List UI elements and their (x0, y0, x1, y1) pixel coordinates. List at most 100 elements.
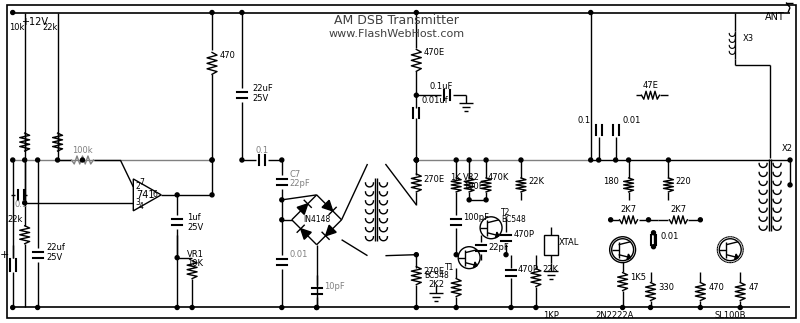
Circle shape (175, 256, 179, 260)
Circle shape (10, 11, 14, 15)
Text: C7: C7 (290, 171, 301, 180)
Circle shape (55, 158, 59, 162)
Text: 470: 470 (708, 283, 724, 292)
Circle shape (175, 306, 179, 309)
Text: 1KP: 1KP (543, 311, 558, 320)
Text: 22K: 22K (528, 177, 544, 186)
Text: 22pF: 22pF (290, 179, 310, 188)
Circle shape (210, 11, 214, 15)
Text: 25V: 25V (187, 223, 203, 232)
Circle shape (534, 306, 538, 309)
Circle shape (36, 306, 40, 309)
Text: 0.01uf: 0.01uf (422, 96, 448, 105)
Text: SL100B: SL100B (714, 311, 746, 320)
Text: 22pF: 22pF (488, 243, 509, 252)
Text: 2K7: 2K7 (621, 205, 637, 214)
Circle shape (509, 306, 513, 309)
Text: 0.01: 0.01 (622, 116, 641, 125)
Circle shape (788, 158, 792, 162)
Text: 22K: 22K (543, 265, 559, 274)
Circle shape (240, 11, 244, 15)
Text: 7: 7 (139, 178, 144, 187)
Circle shape (698, 218, 702, 222)
Text: 2: 2 (136, 182, 141, 192)
Text: ANT: ANT (765, 13, 785, 23)
Text: 6: 6 (153, 190, 158, 199)
Text: VR1: VR1 (187, 250, 204, 259)
Circle shape (626, 158, 630, 162)
Circle shape (190, 306, 194, 309)
Text: 741: 741 (136, 190, 154, 200)
Circle shape (467, 158, 471, 162)
Circle shape (175, 193, 179, 197)
Text: 2N2222A: 2N2222A (595, 311, 634, 320)
Text: 1K5: 1K5 (630, 273, 646, 282)
Circle shape (614, 158, 618, 162)
Circle shape (646, 218, 650, 222)
Text: 10pF: 10pF (324, 282, 344, 291)
Text: 1K: 1K (450, 173, 461, 182)
Text: 2K2: 2K2 (428, 280, 444, 289)
Text: 22k: 22k (42, 23, 58, 32)
Circle shape (414, 93, 418, 97)
Circle shape (738, 306, 742, 309)
Circle shape (10, 158, 14, 162)
Circle shape (280, 198, 284, 202)
Circle shape (10, 306, 14, 309)
Polygon shape (322, 200, 333, 211)
Text: X2: X2 (782, 143, 793, 152)
Text: 270E: 270E (423, 267, 445, 276)
Text: BC548: BC548 (425, 271, 450, 280)
Circle shape (314, 306, 318, 309)
Circle shape (280, 306, 284, 309)
Circle shape (589, 158, 593, 162)
Text: 470E: 470E (423, 48, 445, 57)
Circle shape (698, 306, 702, 309)
Bar (544, 235, 558, 255)
Text: 470P: 470P (514, 230, 535, 239)
Circle shape (414, 306, 418, 309)
Circle shape (454, 306, 458, 309)
Circle shape (314, 306, 318, 309)
Circle shape (280, 218, 284, 222)
Circle shape (454, 158, 458, 162)
Text: 470P: 470P (518, 265, 539, 274)
Circle shape (484, 198, 488, 202)
Circle shape (621, 306, 625, 309)
Text: 22uF: 22uF (252, 84, 273, 93)
Text: 1uf: 1uf (187, 213, 201, 222)
Circle shape (210, 158, 214, 162)
Circle shape (651, 231, 655, 235)
Text: 470: 470 (220, 51, 236, 60)
Circle shape (210, 193, 214, 197)
Polygon shape (326, 225, 336, 236)
Text: AM DSB Transmitter: AM DSB Transmitter (334, 14, 459, 27)
Text: T1: T1 (445, 263, 454, 272)
Circle shape (484, 158, 488, 162)
Circle shape (597, 158, 601, 162)
Circle shape (22, 158, 26, 162)
Circle shape (414, 158, 418, 162)
Text: 100pF: 100pF (463, 213, 489, 222)
Text: 0.01: 0.01 (661, 232, 679, 241)
Circle shape (414, 253, 418, 257)
Circle shape (609, 218, 613, 222)
Circle shape (666, 158, 670, 162)
Text: 3: 3 (136, 198, 141, 207)
Text: 0.1: 0.1 (14, 200, 27, 209)
Text: 270E: 270E (423, 175, 445, 184)
Text: 220: 220 (675, 177, 691, 186)
Text: IN4148: IN4148 (303, 215, 330, 224)
Circle shape (589, 11, 593, 15)
Text: 25V: 25V (46, 253, 63, 262)
Text: 25V: 25V (252, 94, 268, 103)
Circle shape (36, 158, 40, 162)
Text: 2K7: 2K7 (670, 205, 686, 214)
Circle shape (454, 253, 458, 257)
Text: 0.01: 0.01 (290, 250, 308, 259)
Polygon shape (734, 254, 738, 260)
Text: X3: X3 (743, 34, 754, 43)
Circle shape (414, 11, 418, 15)
Polygon shape (301, 229, 311, 239)
Circle shape (280, 158, 284, 162)
